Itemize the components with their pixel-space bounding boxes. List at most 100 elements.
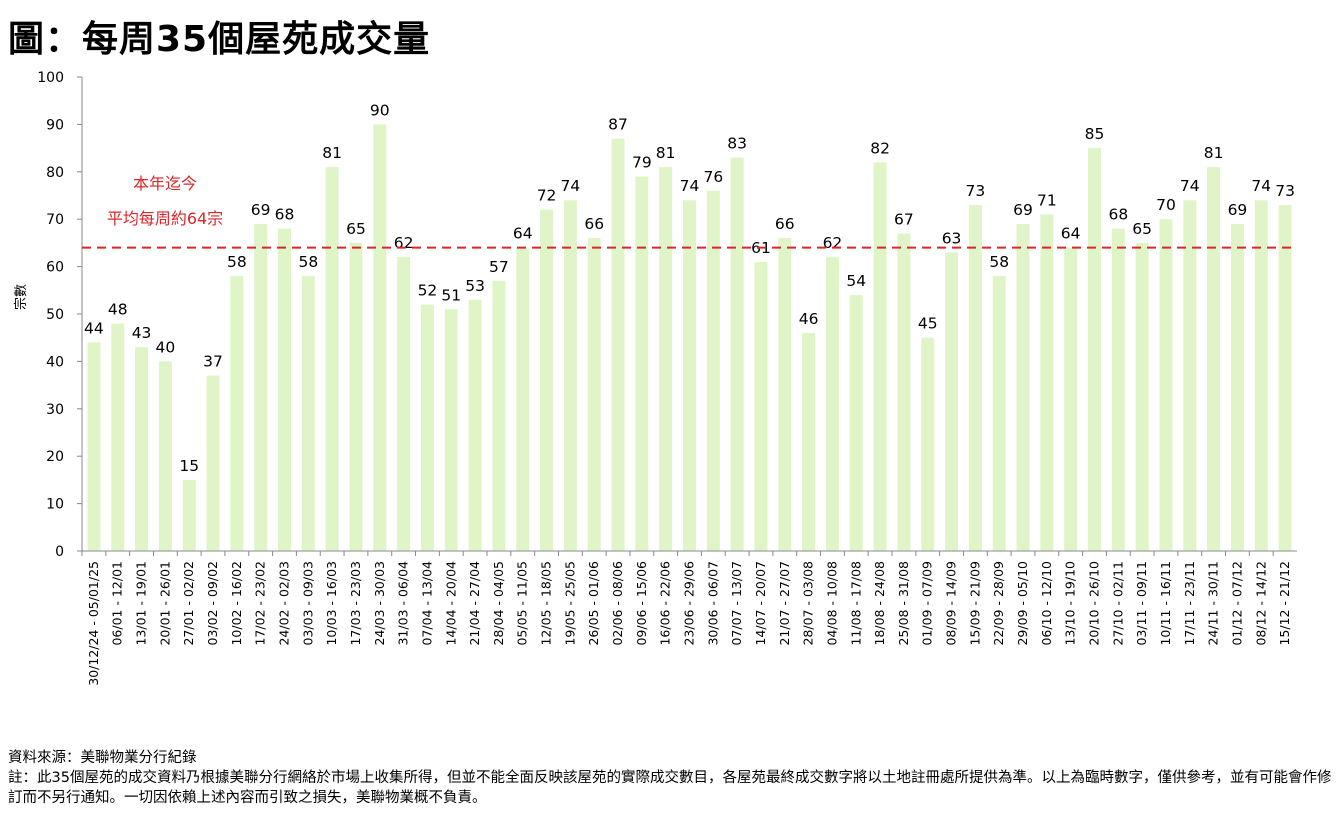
x-tick-label: 21/07 - 27/07	[777, 561, 792, 646]
disclaimer-note: 註：此35個屋苑的成交資料乃根據美聯分行網絡於市場上收集所得，但並不能全面反映該…	[8, 770, 1332, 806]
x-tick-label: 28/07 - 03/08	[801, 561, 816, 646]
x-tick-label: 03/02 - 09/02	[205, 561, 220, 646]
bar-value-label: 82	[870, 139, 890, 157]
bar-value-label: 57	[489, 258, 509, 276]
x-tick-label: 03/03 - 09/03	[300, 561, 315, 646]
x-tick-label: 13/10 - 19/10	[1063, 561, 1078, 646]
x-tick-label: 07/07 - 13/07	[729, 561, 744, 646]
bar	[1135, 242, 1149, 551]
bar-value-label: 68	[1108, 206, 1128, 224]
y-tick-label: 80	[46, 165, 64, 181]
x-tick-label: 05/05 - 11/05	[515, 561, 530, 646]
bar	[492, 280, 506, 551]
bar-value-label: 74	[1180, 177, 1200, 195]
x-tick-label: 20/01 - 26/01	[157, 561, 172, 646]
bar-value-label: 62	[823, 234, 843, 252]
x-tick-label: 30/06 - 06/07	[705, 561, 720, 646]
bar	[1040, 214, 1054, 551]
bar	[1230, 223, 1244, 551]
bar-value-label: 81	[656, 144, 676, 162]
x-tick-label: 11/08 - 17/08	[848, 561, 863, 646]
x-tick-label: 24/11 - 30/11	[1206, 561, 1221, 646]
x-tick-label: 10/02 - 16/02	[229, 561, 244, 646]
bar	[611, 138, 625, 551]
y-tick-label: 10	[46, 497, 64, 513]
bar	[111, 323, 125, 551]
bar	[1254, 200, 1268, 552]
bar	[754, 261, 768, 551]
x-tick-label: 08/09 - 14/09	[944, 561, 959, 646]
x-tick-label: 29/09 - 05/10	[1015, 561, 1030, 646]
bar	[945, 252, 959, 551]
annotation-average: 平均每周約64宗	[107, 209, 223, 228]
bar	[897, 233, 911, 552]
x-tick-label: 15/12 - 21/12	[1277, 561, 1292, 646]
bar	[468, 299, 482, 551]
bar-value-label: 69	[1228, 201, 1248, 219]
bar	[659, 167, 673, 551]
x-tick-label: 19/05 - 25/05	[562, 561, 577, 646]
x-tick-label: 06/10 - 12/10	[1039, 561, 1054, 646]
bar-value-label: 66	[775, 215, 795, 233]
bar	[1064, 247, 1078, 551]
bar-value-label: 63	[942, 229, 962, 247]
x-tick-label: 21/04 - 27/04	[467, 561, 482, 646]
bar	[706, 190, 720, 551]
bar	[325, 167, 339, 551]
bar	[1159, 219, 1173, 551]
bar-value-label: 72	[537, 187, 557, 205]
bar	[683, 200, 696, 552]
bar-value-label: 37	[203, 353, 223, 371]
x-tick-label: 02/06 - 08/06	[610, 561, 625, 646]
y-tick-label: 30	[46, 402, 64, 418]
bar	[778, 238, 792, 551]
bar-value-label: 74	[680, 177, 700, 195]
x-tick-label: 04/08 - 10/08	[824, 561, 839, 646]
bar	[349, 242, 363, 551]
chart-title: 圖：每周35個屋苑成交量	[8, 19, 431, 60]
x-tick-label: 27/10 - 02/11	[1110, 561, 1125, 646]
bar-value-label: 69	[251, 201, 271, 219]
bar	[135, 347, 149, 551]
bar-value-label: 74	[1251, 177, 1271, 195]
y-tick-label: 0	[55, 544, 64, 560]
bar	[1183, 200, 1197, 552]
y-axis-label: 宗數	[13, 284, 29, 310]
y-tick-label: 50	[46, 307, 64, 323]
bar	[206, 375, 220, 551]
bar	[1088, 148, 1101, 551]
bar	[540, 209, 554, 551]
x-tick-label: 10/03 - 16/03	[324, 561, 339, 646]
bar-value-label: 85	[1085, 125, 1105, 143]
y-tick-label: 40	[46, 354, 64, 370]
bar	[373, 124, 387, 552]
x-tick-label: 06/01 - 12/01	[110, 561, 125, 646]
x-tick-label: 13/01 - 19/01	[134, 561, 149, 646]
y-tick-label: 60	[46, 260, 64, 276]
bar	[921, 337, 935, 551]
bar	[1016, 223, 1030, 551]
bar-value-label: 79	[632, 154, 652, 172]
y-tick-label: 100	[37, 70, 64, 86]
x-tick-label: 18/08 - 24/08	[872, 561, 887, 646]
x-tick-label: 09/06 - 15/06	[634, 561, 649, 646]
bar-value-label: 58	[227, 253, 247, 271]
bar-value-label: 66	[584, 215, 604, 233]
bar-value-label: 64	[1061, 225, 1081, 243]
bar	[1278, 204, 1292, 552]
bar	[397, 257, 411, 551]
bar	[278, 228, 291, 551]
x-tick-label: 16/06 - 22/06	[658, 561, 673, 646]
bar-value-label: 70	[1156, 196, 1176, 214]
x-tick-label: 17/02 - 23/02	[253, 561, 268, 646]
x-tick-label: 17/03 - 23/03	[348, 561, 363, 646]
x-tick-label: 30/12/24 - 05/01/25	[86, 561, 101, 686]
bar	[730, 157, 744, 551]
y-tick-label: 70	[46, 212, 64, 228]
y-tick-label: 20	[46, 449, 64, 465]
x-tick-label: 14/04 - 20/04	[443, 561, 458, 646]
bar	[516, 247, 530, 551]
bar-value-label: 54	[846, 272, 866, 290]
bar-value-label: 73	[966, 182, 986, 200]
